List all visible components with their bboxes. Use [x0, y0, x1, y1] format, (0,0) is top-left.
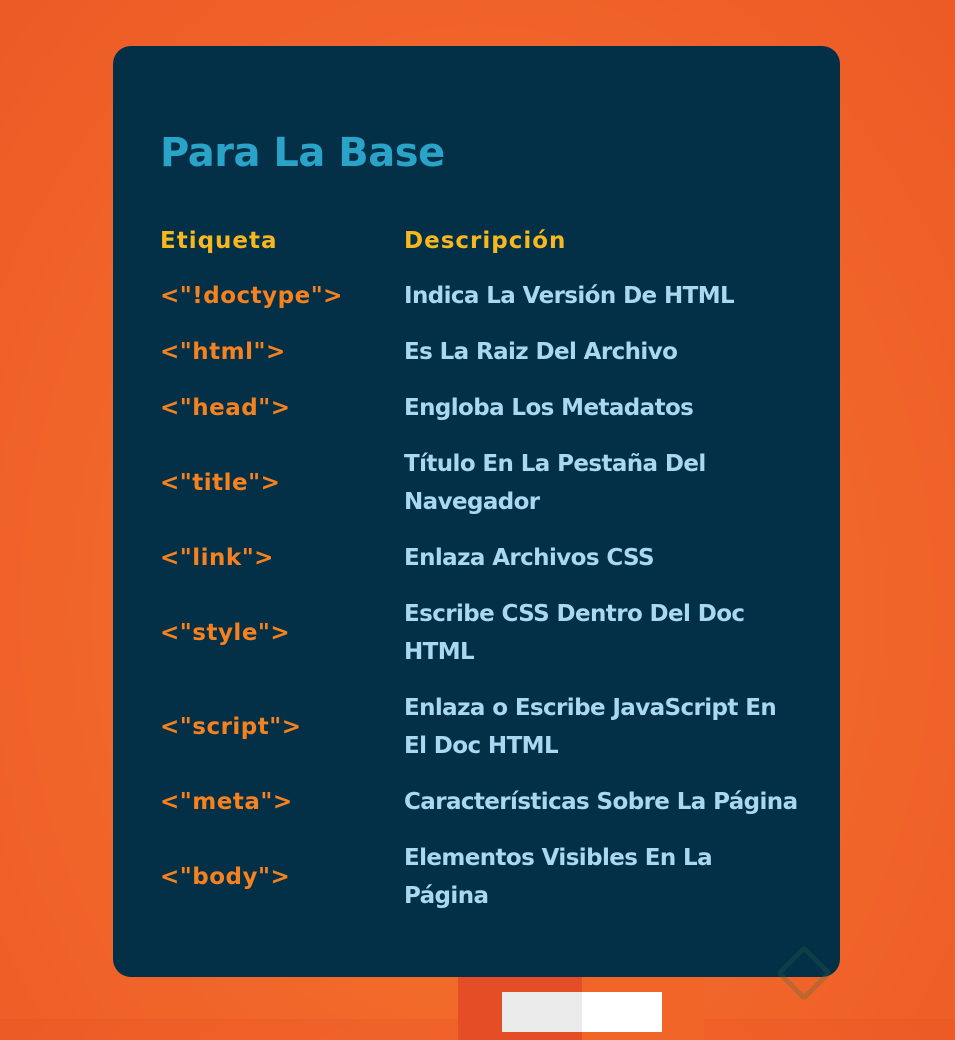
table-row: <"link"> Enlaza Archivos CSS [160, 539, 820, 577]
tag-description: Enlaza Archivos CSS [404, 545, 655, 571]
tag-description: Engloba Los Metadatos [404, 395, 694, 421]
tag-description: Enlaza o Escribe JavaScript En El Doc HT… [404, 695, 777, 759]
header-tag: Etiqueta [160, 228, 278, 254]
table-header: Etiqueta Descripción [160, 222, 820, 260]
table-row: <"meta"> Características Sobre La Página [160, 783, 820, 821]
tag-name: <"body"> [160, 864, 291, 890]
tag-description: Título En La Pestaña Del Navegador [404, 451, 706, 515]
table-row: <"title"> Título En La Pestaña Del Navega… [160, 445, 820, 521]
tag-name: <"script"> [160, 714, 302, 740]
tag-name: <"!doctype"> [160, 283, 343, 309]
table-row: <"html"> Es La Raiz Del Archivo [160, 333, 820, 371]
info-card: Para La Base Etiqueta Descripción <"!doc… [113, 46, 840, 977]
table-row: <"body"> Elementos Visibles En La Página [160, 839, 820, 915]
table-row: <"style"> Escribe CSS Dentro Del Doc HTML [160, 595, 820, 671]
tag-description: Indica La Versión De HTML [404, 283, 735, 309]
tag-name: <"html"> [160, 339, 286, 365]
tag-description: Características Sobre La Página [404, 789, 798, 815]
tag-name: <"head"> [160, 395, 291, 421]
tag-name: <"meta"> [160, 789, 293, 815]
card-title: Para La Base [160, 130, 445, 176]
tag-name: <"link"> [160, 545, 274, 571]
tag-name: <"style"> [160, 620, 291, 646]
tag-description: Escribe CSS Dentro Del Doc HTML [404, 601, 745, 665]
table-row: <"head"> Engloba Los Metadatos [160, 389, 820, 427]
platzi-logo-icon [775, 944, 833, 1002]
table-row: <"!doctype"> Indica La Versión De HTML [160, 277, 820, 315]
header-description: Descripción [404, 228, 567, 254]
tag-description: Elementos Visibles En La Página [404, 845, 713, 909]
platzi-watermark: ​ [775, 944, 838, 1002]
tag-description: Es La Raiz Del Archivo [404, 339, 678, 365]
table-row: <"script"> Enlaza o Escribe JavaScript En… [160, 689, 820, 765]
tag-name: <"title"> [160, 470, 281, 496]
